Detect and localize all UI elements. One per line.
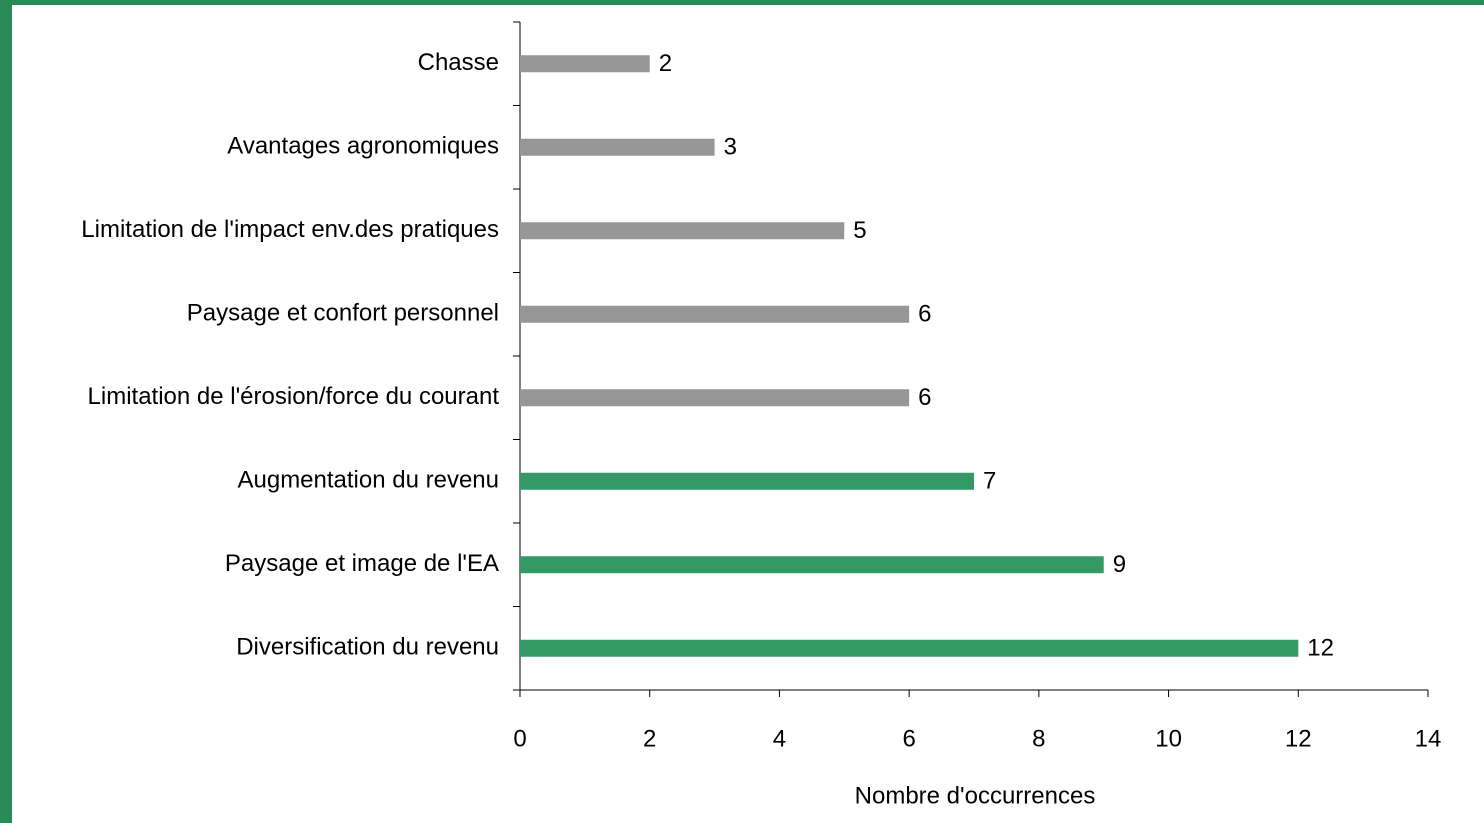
bar (520, 55, 650, 73)
x-tick-label: 0 (513, 725, 526, 752)
value-label: 9 (1113, 551, 1126, 578)
x-tick-label: 8 (1032, 725, 1045, 752)
y-tick-label: Limitation de l'érosion/force du courant (88, 383, 500, 410)
x-axis-label: Nombre d'occurrences (855, 782, 1096, 809)
chart-frame (12, 5, 1484, 823)
value-label: 6 (918, 384, 931, 411)
x-tick-label: 2 (643, 725, 656, 752)
y-tick-label: Paysage et image de l'EA (225, 550, 499, 577)
y-tick-label: Augmentation du revenu (237, 467, 499, 494)
y-tick-label: Chasse (418, 49, 499, 76)
x-tick-label: 4 (773, 725, 786, 752)
y-tick-label: Diversification du revenu (236, 634, 499, 661)
x-tick-label: 14 (1415, 725, 1442, 752)
bar (520, 556, 1104, 574)
y-tick-label: Paysage et confort personnel (187, 300, 499, 327)
value-label: 7 (983, 468, 996, 495)
bar (520, 639, 1299, 657)
y-tick-label: Avantages agronomiques (227, 133, 499, 160)
value-label: 3 (724, 134, 737, 161)
bar (520, 222, 845, 240)
bar (520, 138, 715, 156)
x-tick-label: 12 (1285, 725, 1312, 752)
bar (520, 389, 910, 407)
x-tick-label: 6 (902, 725, 915, 752)
value-label: 6 (918, 301, 931, 328)
bar (520, 472, 974, 490)
y-tick-label: Limitation de l'impact env.des pratiques (81, 216, 499, 243)
value-label: 5 (853, 217, 866, 244)
bar (520, 305, 910, 323)
value-label: 2 (659, 50, 672, 77)
value-label: 12 (1307, 635, 1334, 662)
x-tick-label: 10 (1155, 725, 1182, 752)
